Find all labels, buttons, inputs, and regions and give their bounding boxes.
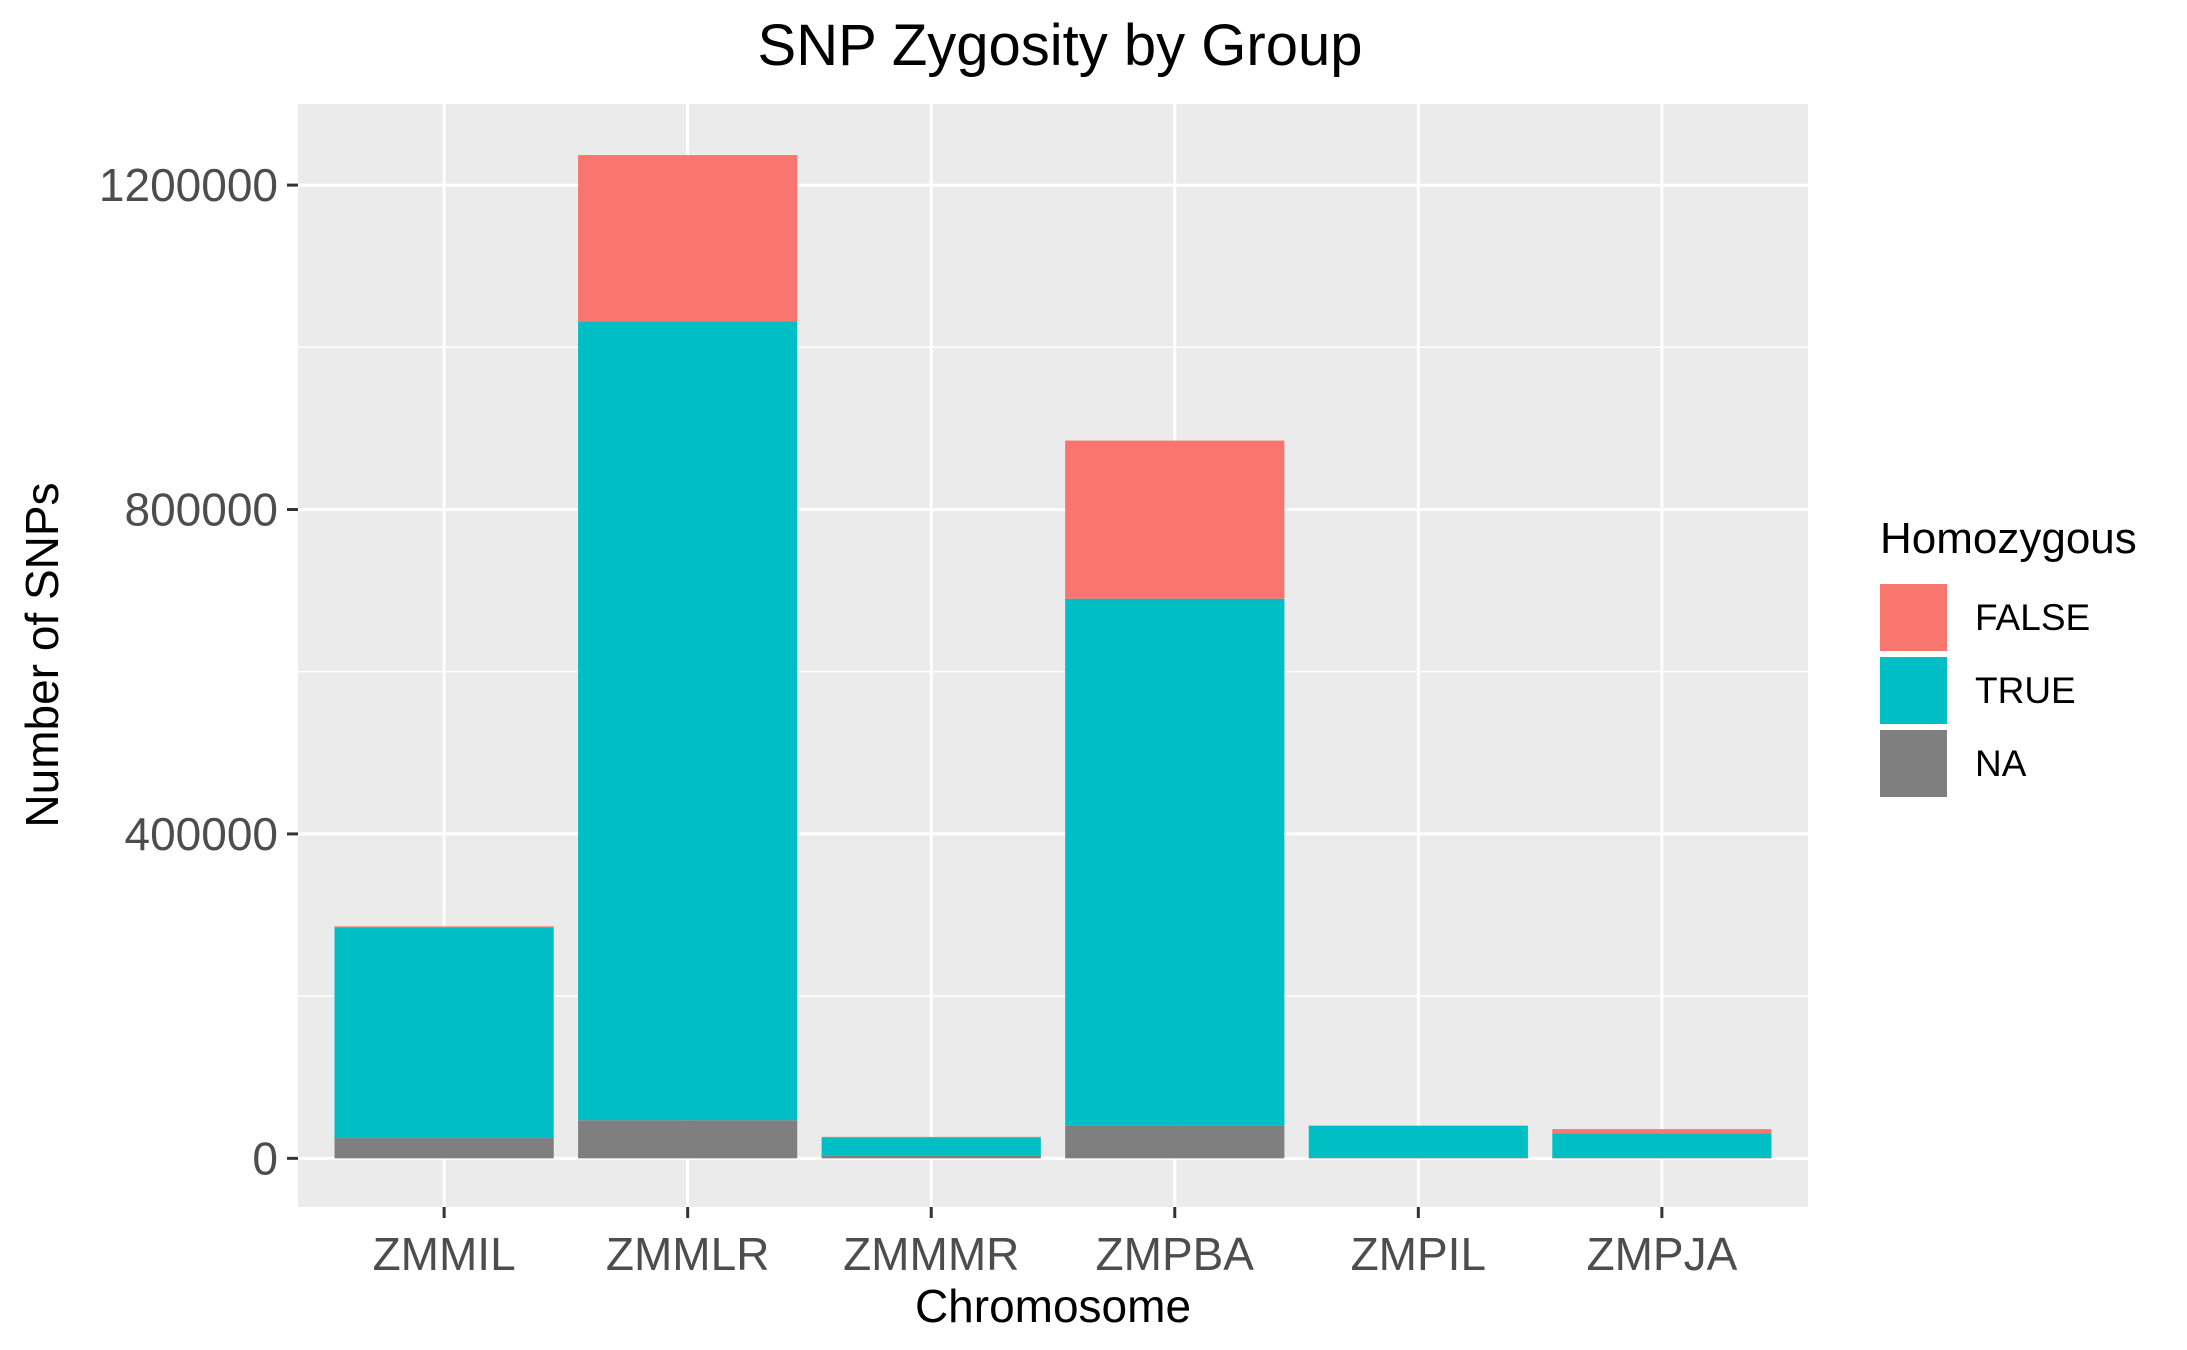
bar-zmmmr-true: [821, 1137, 1041, 1156]
y-tick-label: 0: [252, 1132, 278, 1184]
legend-title: Homozygous: [1880, 514, 2137, 563]
bar-zmpja-true: [1552, 1133, 1772, 1158]
legend-label-na: NA: [1975, 743, 2027, 784]
legend-swatch-false: [1880, 584, 1947, 651]
y-tick-label: 1200000: [99, 159, 278, 211]
bars: [334, 155, 1772, 1159]
bar-zmpba-true: [1065, 598, 1285, 1126]
bar-zmpba-na: [1065, 1125, 1285, 1159]
bar-zmpba-false: [1065, 440, 1285, 599]
y-axis-title: Number of SNPs: [16, 482, 68, 827]
legend-label-false: FALSE: [1975, 597, 2090, 638]
x-axis: ZMMIL ZMMLR ZMMMR ZMPBA ZMPIL ZMPJA: [373, 1207, 1738, 1280]
x-axis-title: Chromosome: [915, 1280, 1191, 1332]
x-tick-label: ZMMIL: [373, 1228, 516, 1280]
legend-label-true: TRUE: [1975, 670, 2076, 711]
bar-zmmil-false: [334, 926, 554, 928]
bar-zmpja-na: [1552, 1157, 1772, 1159]
x-tick-label: ZMPIL: [1351, 1228, 1486, 1280]
bar-zmpil-true: [1308, 1125, 1528, 1158]
bar-zmmmr-na: [821, 1155, 1041, 1159]
chart-title: SNP Zygosity by Group: [758, 13, 1363, 78]
bar-zmmil-na: [334, 1138, 554, 1159]
bar-zmmil-true: [334, 927, 554, 1139]
legend-items: FALSE TRUE NA: [1880, 584, 2090, 797]
x-tick-label: ZMMMR: [843, 1228, 1019, 1280]
y-axis: 0 400000 800000 1200000: [99, 159, 298, 1184]
x-tick-label: ZMMLR: [606, 1228, 770, 1280]
bar-zmpil-na: [1308, 1157, 1528, 1159]
bar-zmmlr-false: [578, 155, 798, 322]
legend-swatch-na: [1880, 730, 1947, 797]
x-tick-label: ZMPBA: [1096, 1228, 1255, 1280]
y-tick-label: 800000: [125, 484, 279, 536]
x-tick-label: ZMPJA: [1586, 1228, 1737, 1280]
bar-zmmlr-na: [578, 1120, 798, 1159]
legend-swatch-true: [1880, 657, 1947, 724]
bar-zmpja-false: [1552, 1129, 1772, 1134]
bar-zmmlr-true: [578, 321, 798, 1121]
legend: Homozygous FALSE TRUE NA: [1880, 514, 2137, 797]
y-tick-label: 400000: [125, 808, 279, 860]
